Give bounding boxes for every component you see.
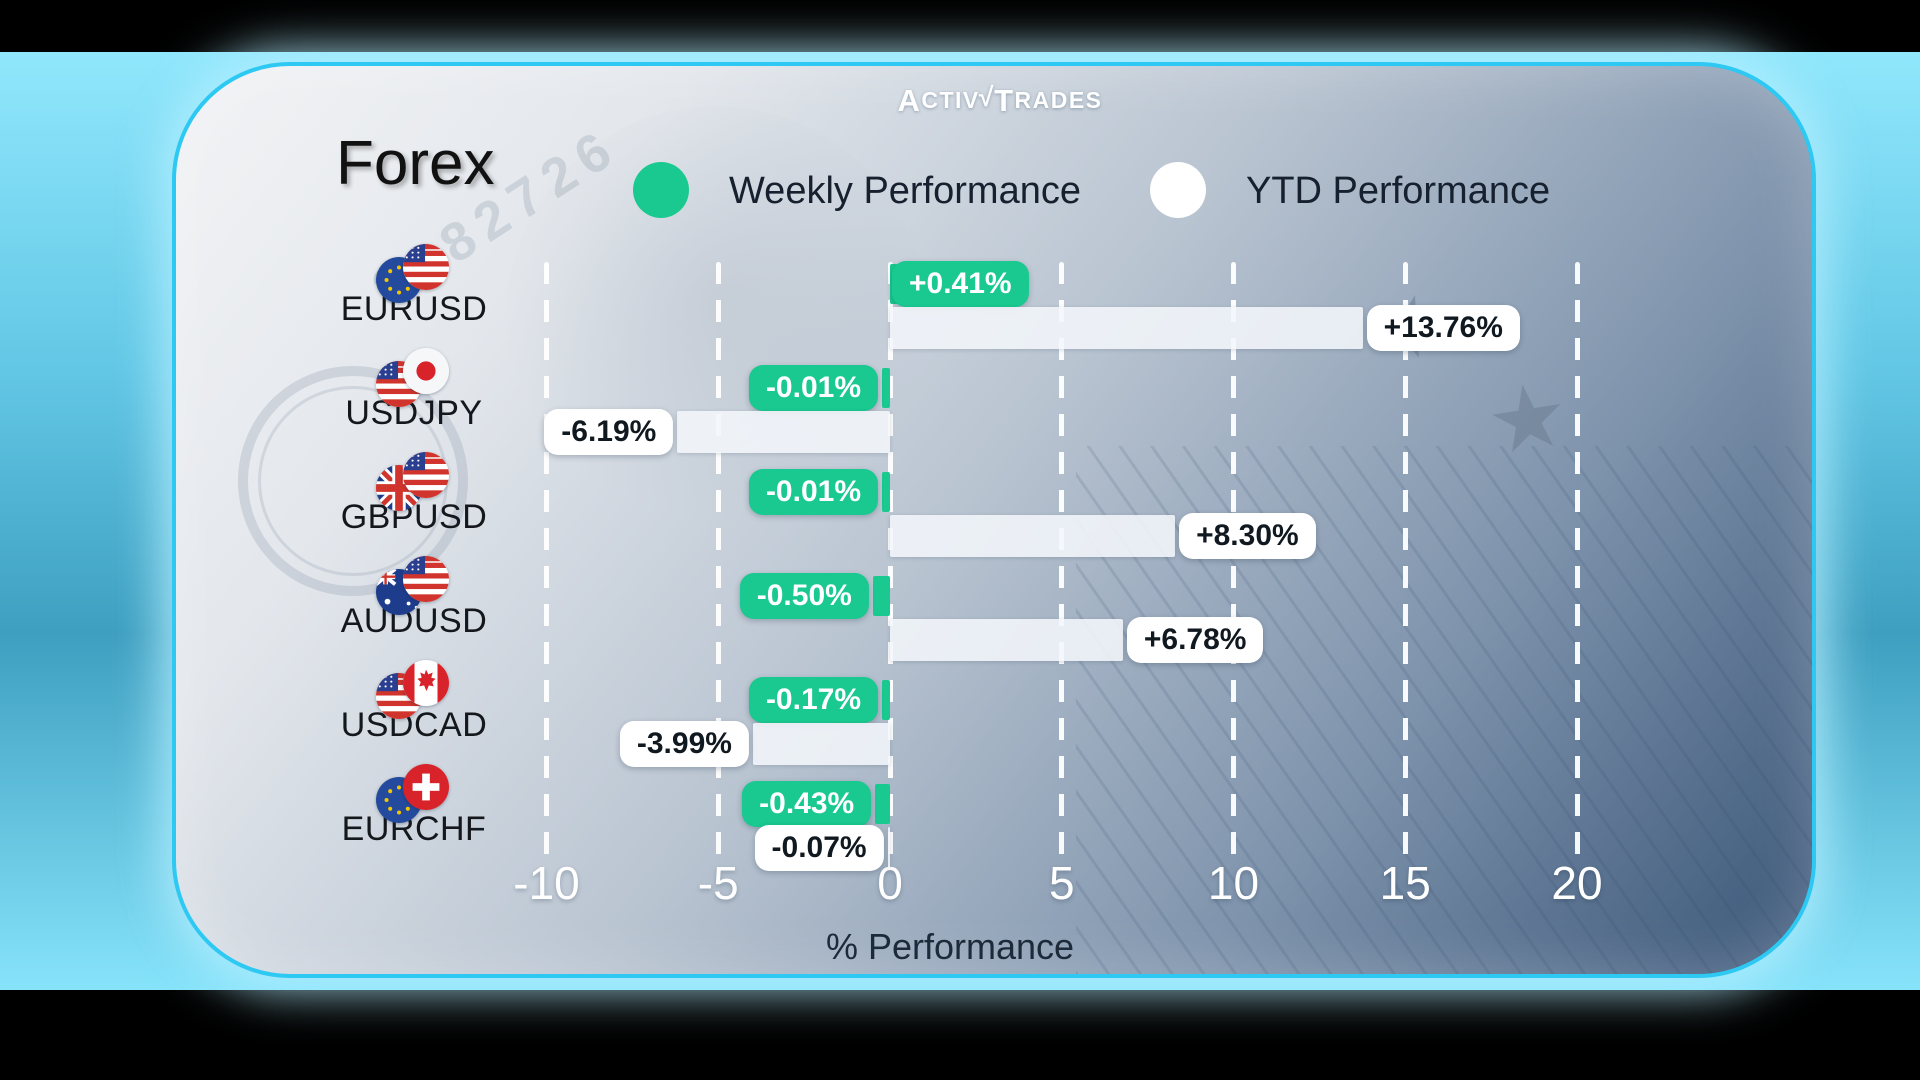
x-tick-10: 10	[1207, 857, 1260, 909]
gridline--5	[715, 262, 721, 856]
ytd-value-pill-gbpusd: +8.30%	[1179, 513, 1316, 559]
x-tick--5: -5	[697, 857, 739, 909]
flagpair-eurchf	[376, 764, 452, 824]
ytd-bar-usdjpy	[677, 411, 890, 453]
legend-ytd-dot	[1150, 162, 1206, 218]
ytd-bar-audusd	[890, 619, 1123, 661]
weekly-value-pill-usdcad: -0.17%	[748, 677, 878, 723]
flag-us-icon	[403, 556, 449, 602]
logo-text: rades	[1014, 86, 1103, 113]
weekly-bar-eurchf	[875, 784, 890, 824]
weekly-value-pill-gbpusd: -0.01%	[748, 469, 878, 515]
activtrades-logo: Activ √ Trades	[840, 80, 1160, 120]
x-tick-20: 20	[1551, 857, 1603, 909]
gridline-0	[887, 262, 893, 856]
flagpair-eurusd	[376, 244, 452, 304]
weekly-bar-audusd	[872, 576, 890, 616]
legend-weekly-label: Weekly Performance	[729, 170, 1081, 212]
ytd-bar-eurchf	[887, 827, 890, 869]
logo-text: ctiv	[921, 86, 980, 113]
gridline-20	[1574, 262, 1580, 856]
flag-us-icon	[403, 452, 449, 498]
gridline-10	[1231, 262, 1236, 856]
ytd-value-pill-eurusd: +13.76%	[1366, 305, 1520, 351]
weekly-value-pill-audusd: -0.50%	[739, 573, 869, 619]
weekly-bar-gbpusd	[882, 472, 890, 512]
ytd-value-pill-usdcad: -3.99%	[619, 721, 749, 767]
logo-letter: T	[994, 82, 1015, 118]
legend-weekly-dot	[633, 162, 689, 218]
gridline-5	[1059, 262, 1065, 856]
x-tick--10: -10	[513, 857, 580, 909]
logo-check-icon: √	[978, 81, 996, 112]
flag-us-icon	[403, 244, 449, 290]
flag-jp-icon	[403, 348, 449, 394]
flag-ch-icon	[403, 764, 449, 810]
ytd-value-pill-usdjpy: -6.19%	[544, 409, 674, 455]
weekly-value-pill-usdjpy: -0.01%	[748, 365, 878, 411]
ytd-bar-gbpusd	[890, 515, 1176, 557]
ytd-bar-eurusd	[890, 307, 1363, 349]
x-tick-5: 5	[1048, 857, 1075, 909]
x-tick-15: 15	[1379, 857, 1431, 909]
x-axis-label: % Performance	[825, 926, 1075, 967]
legend-ytd-label: YTD Performance	[1246, 170, 1551, 212]
flagpair-usdcad	[376, 660, 452, 720]
flag-ca-icon	[403, 660, 449, 706]
logo-letter: A	[897, 82, 922, 118]
flagpair-gbpusd	[376, 452, 452, 512]
gridline--10	[544, 262, 549, 856]
flagpair-audusd	[376, 556, 452, 616]
x-tick-0: 0	[877, 857, 903, 909]
flagpair-usdjpy	[376, 348, 452, 408]
ytd-value-pill-eurchf: -0.07%	[754, 825, 884, 871]
weekly-bar-usdcad	[882, 680, 890, 720]
gridline-15	[1402, 262, 1408, 856]
weekly-value-pill-eurusd: +0.41%	[892, 261, 1029, 307]
ytd-value-pill-audusd: +6.78%	[1126, 617, 1264, 663]
weekly-value-pill-eurchf: -0.43%	[742, 781, 872, 827]
page-title: Forex	[336, 129, 495, 198]
ytd-bar-usdcad	[752, 723, 890, 765]
weekly-bar-usdjpy	[882, 368, 890, 408]
